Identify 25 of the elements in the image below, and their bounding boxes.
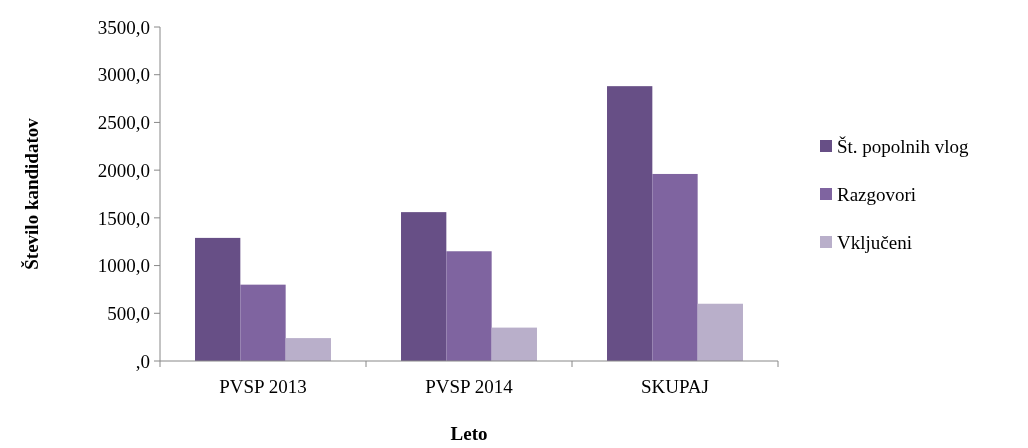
legend-label: Razgovori bbox=[837, 183, 917, 205]
y-axis-title: Število kandidatov bbox=[21, 117, 42, 270]
y-tick-label: 3500,0 bbox=[97, 16, 150, 38]
bar bbox=[446, 251, 492, 361]
y-tick-label: 500,0 bbox=[107, 302, 150, 324]
y-tick-label: 1000,0 bbox=[97, 255, 150, 277]
bar bbox=[240, 284, 286, 361]
y-tick-label: 3000,0 bbox=[97, 64, 150, 86]
x-tick-label: PVSP 2014 bbox=[425, 376, 514, 397]
y-tick-label: ,0 bbox=[135, 350, 150, 372]
bar bbox=[697, 303, 743, 361]
bar bbox=[607, 86, 653, 361]
x-tick-label: SKUPAJ bbox=[641, 376, 709, 397]
y-tick-label: 1500,0 bbox=[97, 207, 150, 229]
legend-label: Št. popolnih vlog bbox=[837, 135, 969, 157]
x-tick-label: PVSP 2013 bbox=[219, 376, 307, 397]
y-tick-label: 2500,0 bbox=[97, 112, 150, 134]
bar bbox=[652, 173, 698, 361]
y-tick-label: 2000,0 bbox=[97, 159, 150, 181]
bar bbox=[285, 338, 331, 361]
x-axis-title: Leto bbox=[450, 423, 488, 444]
bar bbox=[195, 237, 241, 361]
legend-label: Vključeni bbox=[837, 231, 912, 253]
bar bbox=[491, 327, 537, 361]
bar bbox=[401, 212, 447, 361]
